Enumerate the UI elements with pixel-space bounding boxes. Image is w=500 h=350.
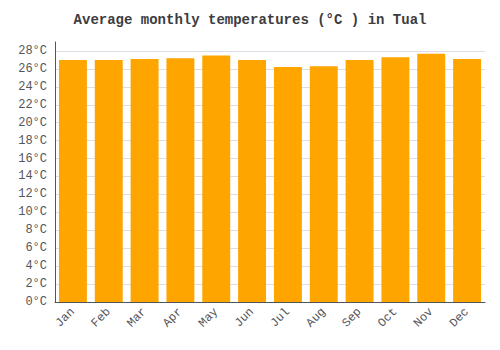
svg-text:Aug: Aug [304, 305, 329, 330]
svg-text:Feb: Feb [89, 305, 114, 330]
svg-text:28°C: 28°C [18, 44, 47, 58]
svg-text:4°C: 4°C [25, 259, 47, 273]
svg-text:Oct: Oct [375, 305, 400, 330]
svg-text:Jul: Jul [268, 305, 293, 330]
svg-text:Sep: Sep [339, 305, 364, 330]
svg-text:10°C: 10°C [18, 205, 47, 219]
svg-text:22°C: 22°C [18, 98, 47, 112]
svg-text:16°C: 16°C [18, 152, 47, 166]
svg-text:14°C: 14°C [18, 169, 47, 183]
svg-text:12°C: 12°C [18, 187, 47, 201]
svg-text:2°C: 2°C [25, 277, 47, 291]
svg-text:24°C: 24°C [18, 80, 47, 94]
svg-text:Average monthly temperatures (: Average monthly temperatures (°C ) in Tu… [74, 12, 427, 28]
svg-text:18°C: 18°C [18, 134, 47, 148]
svg-text:Jan: Jan [53, 305, 78, 330]
svg-text:Apr: Apr [160, 305, 185, 330]
svg-text:8°C: 8°C [25, 223, 47, 237]
svg-text:Dec: Dec [447, 305, 472, 330]
svg-text:20°C: 20°C [18, 116, 47, 130]
svg-text:26°C: 26°C [18, 62, 47, 76]
svg-text:May: May [196, 305, 221, 330]
svg-text:Jun: Jun [232, 305, 257, 330]
svg-text:6°C: 6°C [25, 241, 47, 255]
svg-text:0°C: 0°C [25, 295, 47, 309]
svg-text:Mar: Mar [124, 305, 149, 330]
svg-text:Nov: Nov [411, 305, 436, 330]
